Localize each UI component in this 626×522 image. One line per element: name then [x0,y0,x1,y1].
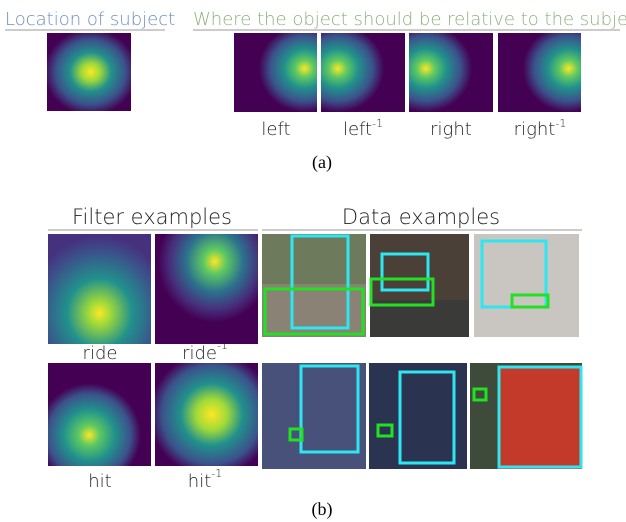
photo [474,234,579,337]
subject-title: Location of subject [5,9,175,30]
text: -1 [211,467,222,480]
filter-title: Filter examples [72,205,232,229]
heatmap [234,33,317,112]
heatmap [155,363,258,466]
text: right [430,119,472,140]
photo [470,363,582,469]
heatmap [48,234,151,344]
text: ride [182,343,217,364]
label: right [430,119,472,140]
text: hit [188,471,211,492]
label: right-1 [514,117,567,140]
text: left [261,119,290,140]
label: hit [88,471,111,492]
heatmap [48,363,151,466]
text: ride [83,343,118,364]
text: -1 [217,339,228,352]
photo [370,234,469,337]
object-title: Where the object should be relative to t… [193,9,626,30]
label: ride [83,343,118,364]
text: left [343,119,372,140]
data-title: Data examples [342,205,500,229]
heatmap [409,33,493,112]
photo [262,363,366,469]
text: -1 [555,117,566,130]
text: -1 [372,117,383,130]
heatmap [47,33,131,111]
heatmap [155,234,258,344]
photo [369,363,467,469]
heatmap [498,33,581,112]
figure: Location of subject Where the object sho… [0,0,626,522]
caption: (b) [312,499,333,520]
heatmap [321,33,405,112]
label: left-1 [343,117,383,140]
text: hit [88,471,111,492]
label: ride-1 [182,339,228,364]
label: hit-1 [188,467,222,492]
caption: (a) [312,152,332,173]
text: right [514,119,556,140]
label: left [261,119,290,140]
photo [262,234,366,337]
